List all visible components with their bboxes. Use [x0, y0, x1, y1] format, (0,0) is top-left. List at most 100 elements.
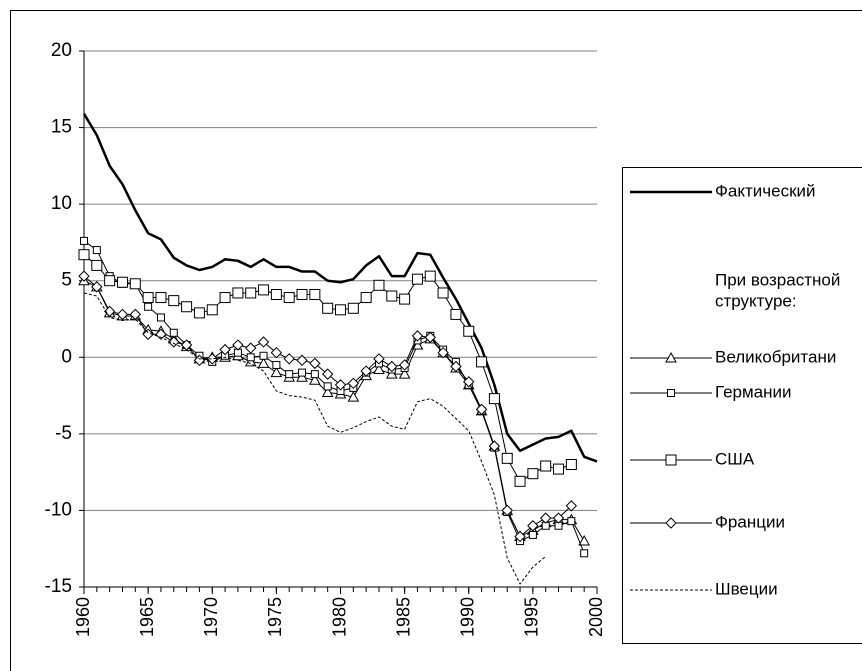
marker-square	[399, 293, 411, 305]
marker-square	[245, 287, 257, 299]
marker-square	[155, 292, 167, 304]
marker-diamond	[424, 331, 436, 344]
marker-diamond	[219, 343, 231, 356]
marker-square	[411, 273, 423, 285]
legend-item: Франции	[630, 512, 785, 531]
legend-label: Великобритани	[715, 347, 836, 366]
marker-diamond	[142, 328, 154, 341]
marker-diamond	[552, 512, 565, 524]
marker-diamond	[116, 308, 129, 321]
marker-square	[386, 290, 398, 302]
x-tick-label: 2000	[586, 597, 606, 637]
marker-square	[528, 530, 537, 539]
series-line	[83, 292, 547, 585]
marker-diamond	[463, 376, 475, 388]
marker-square	[169, 328, 178, 337]
marker-diamond	[488, 440, 501, 452]
marker-square	[476, 356, 488, 368]
marker-square	[246, 353, 255, 362]
marker-diamond	[450, 360, 462, 373]
marker-square	[463, 325, 475, 337]
marker-square	[91, 259, 103, 271]
marker-diamond	[514, 530, 526, 543]
marker-square	[450, 308, 462, 320]
marker-square	[424, 270, 436, 282]
x-tick-label: 1990	[458, 597, 478, 637]
marker-diamond	[283, 353, 295, 365]
marker-triangle	[309, 374, 321, 385]
marker-diamond	[193, 354, 206, 367]
marker-square	[232, 287, 244, 299]
marker-diamond	[411, 330, 424, 342]
marker-square	[104, 275, 116, 287]
marker-triangle	[270, 366, 283, 378]
marker-diamond	[91, 281, 103, 293]
marker-diamond	[309, 357, 321, 370]
marker-square	[501, 452, 513, 464]
legend-note: При возрастной	[715, 270, 840, 289]
y-tick-label: 5	[61, 270, 72, 291]
marker-square	[437, 287, 449, 299]
x-tick-label: 1975	[265, 597, 285, 637]
marker-square	[298, 368, 307, 377]
marker-triangle	[244, 355, 257, 367]
marker-square	[285, 370, 294, 379]
legend-box	[622, 167, 862, 644]
marker-square	[80, 236, 88, 245]
marker-square	[580, 549, 589, 558]
x-tick-label: 1970	[201, 597, 221, 637]
marker-square	[553, 463, 565, 475]
marker-triangle	[578, 535, 591, 546]
marker-square	[270, 288, 282, 300]
marker-square	[92, 246, 101, 255]
marker-diamond	[78, 270, 90, 282]
marker-square	[565, 458, 577, 470]
marker-square	[272, 360, 281, 369]
marker-square	[78, 249, 90, 261]
marker-square	[144, 302, 153, 311]
marker-diamond	[527, 520, 539, 532]
marker-square	[322, 302, 334, 314]
marker-diamond	[539, 512, 552, 524]
marker-square	[116, 276, 128, 288]
marker-diamond	[398, 359, 411, 371]
legend-label: Швеции	[715, 579, 778, 598]
marker-diamond	[475, 403, 488, 416]
marker-triangle	[373, 363, 385, 375]
marker-square	[347, 302, 359, 314]
marker-square	[310, 370, 319, 379]
x-tick-label: 1985	[393, 597, 413, 637]
marker-diamond	[334, 379, 347, 391]
marker-square	[488, 393, 500, 405]
legend-label: Германии	[715, 382, 792, 401]
legend-label: США	[715, 449, 755, 468]
marker-diamond	[245, 342, 257, 354]
y-tick-label: -10	[45, 499, 72, 520]
legend-item: Швеции	[630, 579, 778, 598]
marker-square	[335, 304, 346, 316]
marker-triangle	[665, 351, 677, 363]
marker-triangle	[398, 368, 411, 379]
marker-square	[665, 454, 677, 466]
marker-triangle	[296, 371, 308, 382]
marker-diamond	[347, 377, 360, 390]
marker-square	[193, 307, 205, 319]
marker-square	[142, 292, 154, 304]
x-tick-label: 1995	[522, 597, 542, 637]
marker-diamond	[373, 353, 385, 365]
marker-square	[206, 304, 218, 316]
marker-diamond	[501, 504, 513, 517]
legend-label: Франции	[715, 512, 785, 531]
marker-diamond	[665, 517, 677, 529]
legend-label: Фактический	[715, 181, 816, 200]
legend-note: структуре:	[715, 291, 797, 310]
y-tick-label: 15	[51, 117, 72, 138]
marker-diamond	[168, 336, 180, 348]
marker-square	[540, 460, 552, 472]
marker-square	[258, 284, 270, 296]
y-tick-label: 0	[61, 346, 72, 367]
legend-item: Фактический	[630, 181, 816, 200]
marker-diamond	[360, 365, 372, 377]
y-tick-label: 20	[51, 40, 72, 61]
marker-square	[514, 475, 526, 487]
